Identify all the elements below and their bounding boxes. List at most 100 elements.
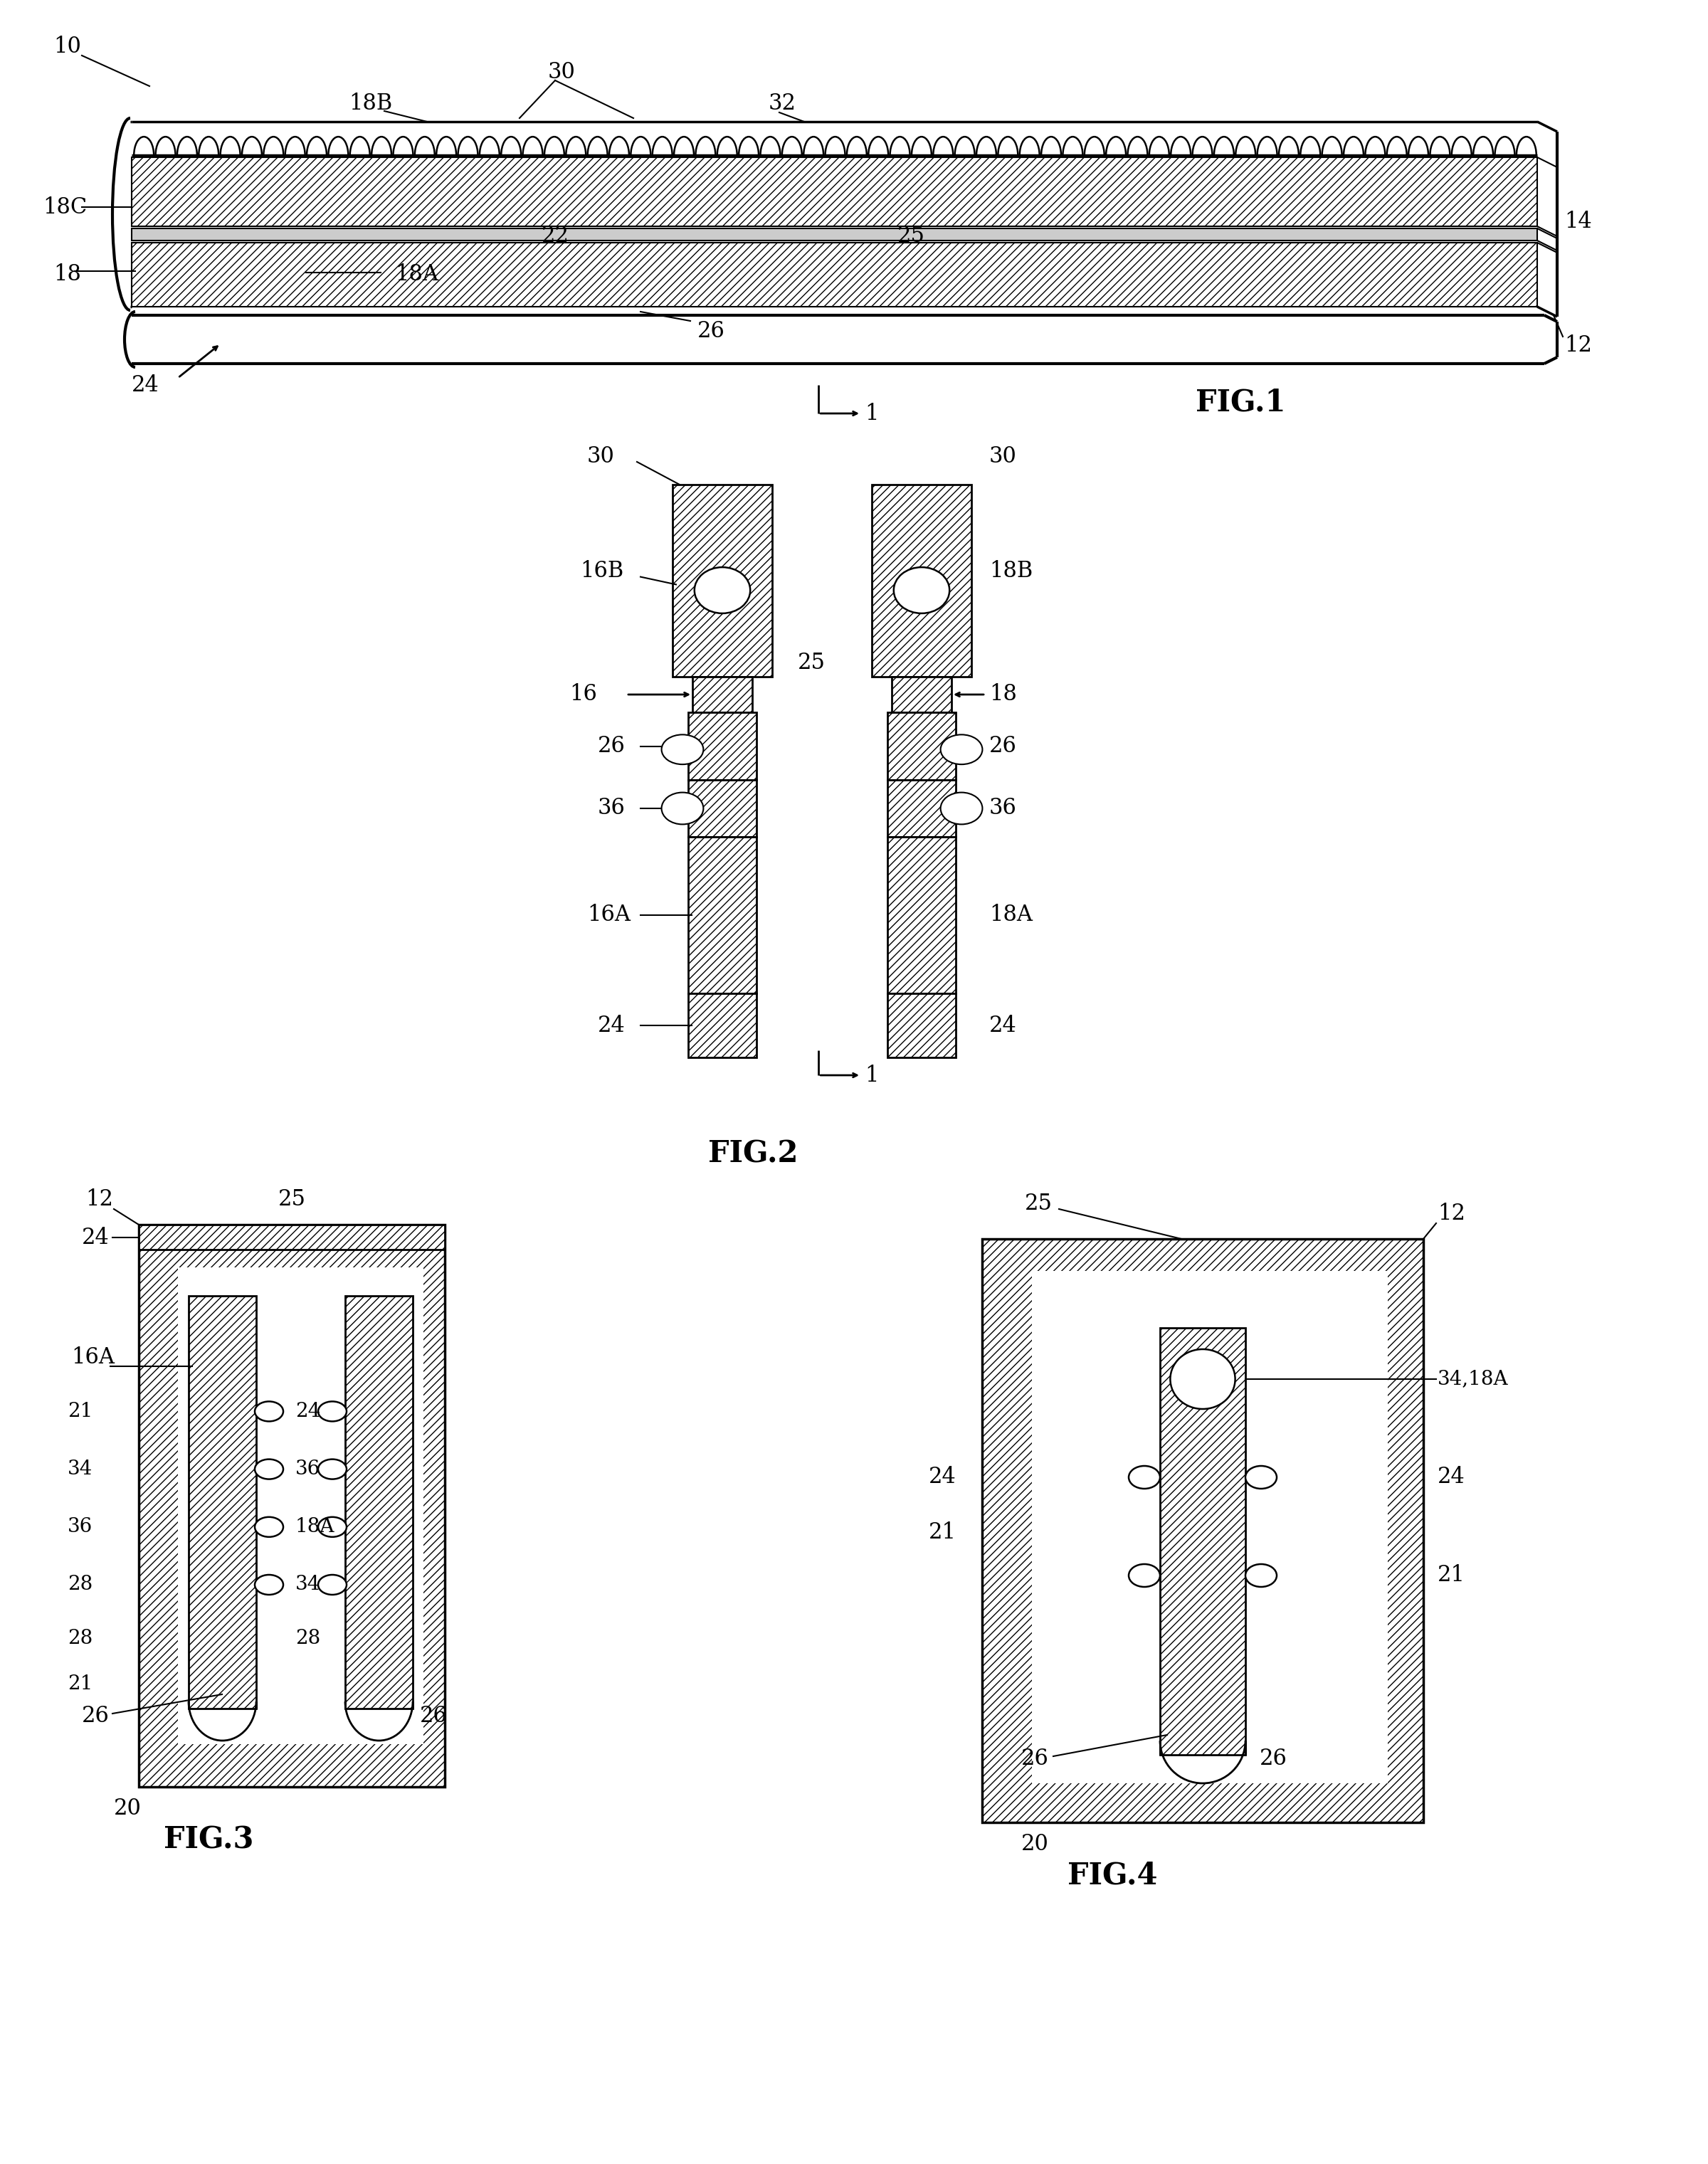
Text: 24: 24 (929, 1467, 956, 1489)
Bar (138, 1225, 444, 1787)
Text: 26: 26 (989, 736, 1016, 757)
Text: 26: 26 (1261, 1746, 1288, 1770)
Text: 18C: 18C (43, 197, 87, 219)
Text: 32: 32 (769, 93, 796, 115)
Bar (1032, 1270, 1387, 1783)
Ellipse shape (254, 1459, 284, 1480)
Bar (138, 1225, 444, 1249)
Ellipse shape (254, 1575, 284, 1595)
Ellipse shape (941, 792, 982, 824)
Ellipse shape (661, 734, 704, 764)
Ellipse shape (661, 792, 704, 824)
Text: 26: 26 (697, 320, 726, 342)
Text: 26: 26 (82, 1705, 109, 1727)
Text: 24: 24 (295, 1402, 321, 1422)
Bar (688, 712, 757, 779)
Text: 36: 36 (989, 796, 1016, 820)
Text: 21: 21 (68, 1402, 92, 1422)
Bar (673, 485, 772, 677)
Text: 24: 24 (989, 1015, 1016, 1037)
Ellipse shape (254, 1402, 284, 1422)
Text: 26: 26 (420, 1705, 447, 1727)
Text: 36: 36 (598, 796, 625, 820)
Text: 30: 30 (989, 446, 1016, 467)
Text: 20: 20 (1021, 1833, 1049, 1855)
Bar (688, 779, 757, 837)
Bar (886, 712, 956, 779)
Bar (886, 993, 956, 1058)
Bar (886, 837, 956, 993)
Ellipse shape (318, 1575, 347, 1595)
Text: 25: 25 (798, 651, 825, 673)
Text: 28: 28 (295, 1629, 321, 1649)
Text: 24: 24 (598, 1015, 625, 1037)
Text: 24: 24 (132, 374, 159, 396)
Text: 21: 21 (929, 1521, 956, 1543)
Text: 16A: 16A (588, 905, 630, 926)
Text: 36: 36 (295, 1459, 321, 1478)
Text: 1: 1 (864, 403, 878, 424)
Ellipse shape (1245, 1565, 1278, 1586)
Text: 18A: 18A (395, 264, 439, 286)
Text: 1: 1 (864, 1065, 878, 1086)
Text: 16A: 16A (72, 1346, 114, 1370)
Text: FIG.1: FIG.1 (1196, 387, 1286, 418)
Ellipse shape (254, 1517, 284, 1536)
Text: 20: 20 (114, 1796, 142, 1820)
Bar (688, 993, 757, 1058)
Ellipse shape (1129, 1465, 1160, 1489)
Text: 30: 30 (588, 446, 615, 467)
Text: 28: 28 (68, 1629, 92, 1649)
Text: 18B: 18B (989, 560, 1033, 582)
Bar (1160, 1329, 1245, 1755)
Text: 34: 34 (295, 1575, 321, 1595)
Text: 26: 26 (598, 736, 625, 757)
Text: 34: 34 (68, 1459, 92, 1478)
Ellipse shape (1245, 1465, 1278, 1489)
Text: FIG.3: FIG.3 (164, 1824, 253, 1855)
Bar (871, 485, 972, 677)
Text: 14: 14 (1565, 210, 1592, 232)
Ellipse shape (318, 1517, 347, 1536)
Text: 16: 16 (569, 684, 598, 705)
Bar (982, 1240, 1423, 1822)
Text: 18B: 18B (348, 93, 393, 115)
Text: 34,18A: 34,18A (1438, 1370, 1508, 1389)
Text: 26: 26 (1021, 1746, 1049, 1770)
Ellipse shape (695, 567, 750, 612)
Text: 12: 12 (85, 1188, 113, 1212)
Ellipse shape (1129, 1565, 1160, 1586)
Bar (178, 1268, 424, 1744)
Text: 24: 24 (82, 1227, 109, 1249)
Text: 18A: 18A (989, 905, 1033, 926)
Bar (132, 242, 1537, 307)
Text: FIG.2: FIG.2 (709, 1138, 798, 1169)
Bar (188, 1296, 256, 1710)
Ellipse shape (1170, 1348, 1235, 1409)
Text: 18A: 18A (295, 1517, 335, 1536)
Text: 21: 21 (1438, 1565, 1465, 1586)
Text: 22: 22 (541, 225, 569, 247)
Text: 28: 28 (68, 1575, 92, 1595)
Text: 25: 25 (278, 1188, 306, 1212)
Ellipse shape (941, 734, 982, 764)
Text: 21: 21 (68, 1675, 92, 1694)
Bar (688, 837, 757, 993)
Text: 25: 25 (897, 225, 924, 247)
Ellipse shape (893, 567, 950, 612)
Text: 12: 12 (1438, 1203, 1465, 1225)
Text: 10: 10 (53, 37, 80, 58)
Text: 25: 25 (1025, 1192, 1052, 1214)
Bar (692, 677, 752, 712)
Text: 12: 12 (1565, 335, 1592, 357)
Text: 18: 18 (989, 684, 1016, 705)
Text: 36: 36 (68, 1517, 92, 1536)
Text: 18: 18 (53, 264, 80, 286)
Text: 24: 24 (1438, 1467, 1465, 1489)
Ellipse shape (318, 1459, 347, 1480)
Bar (132, 229, 1537, 240)
Text: 30: 30 (548, 61, 576, 82)
Text: FIG.4: FIG.4 (1068, 1861, 1158, 1891)
Text: 16B: 16B (581, 560, 623, 582)
Bar (886, 779, 956, 837)
